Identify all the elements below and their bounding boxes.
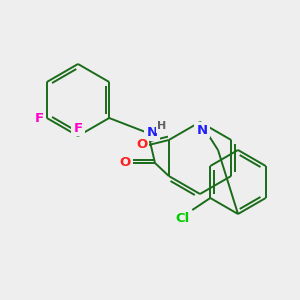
Text: N: N	[196, 124, 208, 136]
Text: H: H	[158, 121, 166, 131]
Text: N: N	[146, 127, 158, 140]
Text: Cl: Cl	[175, 212, 189, 224]
Text: F: F	[74, 122, 82, 134]
Text: F: F	[34, 112, 44, 124]
Text: O: O	[119, 157, 130, 169]
Text: O: O	[136, 139, 147, 152]
